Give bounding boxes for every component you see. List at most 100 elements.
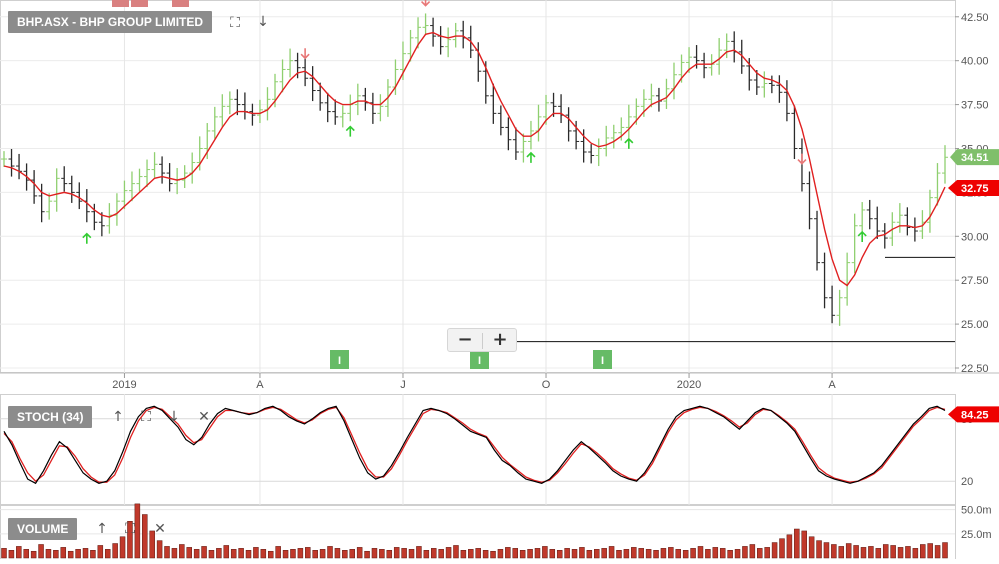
volume-bar [253,547,259,559]
volume-bar [838,546,845,559]
moving-average-tag [948,180,999,196]
volume-bar [823,542,830,559]
buy-signal-arrow-icon[interactable] [526,151,536,163]
volume-bar [186,547,192,559]
volume-bar [319,549,326,559]
volume-bar [660,548,667,559]
top-marker[interactable] [172,0,189,7]
volume-bar [564,548,570,559]
stoch-value-tag [948,406,999,423]
volume-bar [645,549,652,559]
volume-bar [697,546,704,559]
price-down-arrow-icon[interactable]: ↓ [257,14,269,30]
volume-bar [905,546,911,559]
volume-bar [623,549,630,559]
volume-bar [179,544,185,559]
info-marker-label: I [478,355,481,367]
volume-bar [75,549,81,559]
volume-bar [445,547,452,559]
zoom-out-button[interactable]: − [457,329,473,350]
volume-bar [216,548,222,559]
volume-bar [742,546,748,559]
zoom-in-button[interactable]: + [492,329,508,350]
volume-bar [379,549,385,559]
volume-up-arrow-icon[interactable]: ↑ [96,521,108,537]
stoch-expand-icon[interactable]: ⛶ [141,409,151,425]
volume-bar [468,549,474,559]
volume-bar [482,550,489,559]
stoch-up-arrow-icon[interactable]: ↑ [112,409,124,425]
stoch-close-icon[interactable]: ✕ [198,409,210,425]
x-tick-label: O [542,379,551,391]
volume-bar [297,548,304,559]
info-marker[interactable] [593,350,612,369]
volume-bar [342,550,348,559]
stoch-down-arrow-icon[interactable]: ↓ [168,409,180,425]
volume-bar [801,530,807,559]
stoch-title-badge[interactable]: STOCH (34) [8,406,93,428]
volume-bar [364,550,370,559]
price-expand-icon[interactable]: ⛶ [230,15,240,31]
volume-title-badge[interactable]: VOLUME [8,518,78,540]
volume-bar [45,549,52,559]
volume-bar [571,549,578,559]
volume-y-tick-label: 50.0m [961,505,992,517]
x-tick-label: 2019 [112,379,136,391]
volume-bar [912,548,919,559]
volume-bar [586,550,593,559]
top-marker[interactable] [131,0,148,7]
volume-bar [112,543,118,559]
volume-bar [868,546,874,559]
info-marker[interactable] [330,350,349,369]
last-price-tag-label: 34.51 [961,152,989,164]
volume-bar [327,546,333,559]
volume-bar [490,550,496,559]
volume-bar [853,545,859,559]
volume-bar [719,548,726,559]
sell-signal-arrow-icon[interactable] [300,48,310,60]
buy-signal-arrow-icon[interactable] [857,230,867,242]
volume-bar [816,540,822,559]
x-tick-label: A [256,379,264,391]
buy-signal-arrow-icon[interactable] [82,232,92,244]
volume-bar [712,547,719,559]
volume-bar [149,530,155,559]
volume-bar [142,514,148,559]
volume-close-icon[interactable]: ✕ [154,521,166,537]
volume-bar [53,550,59,559]
volume-bar [475,548,481,559]
volume-bar [97,545,104,559]
volume-bar [453,545,459,559]
volume-bar [542,546,548,559]
volume-bar [556,550,563,559]
volume-bar [230,549,237,559]
volume-bar [608,546,615,559]
volume-bar [527,549,533,559]
volume-bar [794,528,800,559]
buy-signal-arrow-icon[interactable] [624,137,634,149]
volume-bar [290,549,296,559]
sell-signal-arrow-icon[interactable] [797,153,807,165]
stoch-panel-frame [0,394,956,505]
stoch-d-line [3,406,946,483]
x-tick-label: J [400,379,406,391]
buy-signal-arrow-icon[interactable] [345,125,355,137]
volume-expand-icon[interactable]: ⛶ [125,521,135,537]
volume-bar [771,542,778,559]
price-y-tick-label: 40.00 [961,56,989,68]
info-marker[interactable] [470,350,489,369]
price-y-tick-label: 37.50 [961,100,989,112]
volume-bar [408,549,415,559]
volume-bar [1,548,7,559]
symbol-title-badge[interactable]: BHP.ASX - BHP GROUP LIMITED [8,11,213,33]
sell-signal-arrow-icon[interactable] [421,0,431,7]
volume-bar [638,548,644,559]
volume-bar [779,538,785,559]
price-y-tick-label: 30.00 [961,231,989,243]
volume-bar [60,547,67,559]
top-marker[interactable] [112,0,129,7]
volume-bar [275,546,281,559]
volume-bar [305,547,311,559]
